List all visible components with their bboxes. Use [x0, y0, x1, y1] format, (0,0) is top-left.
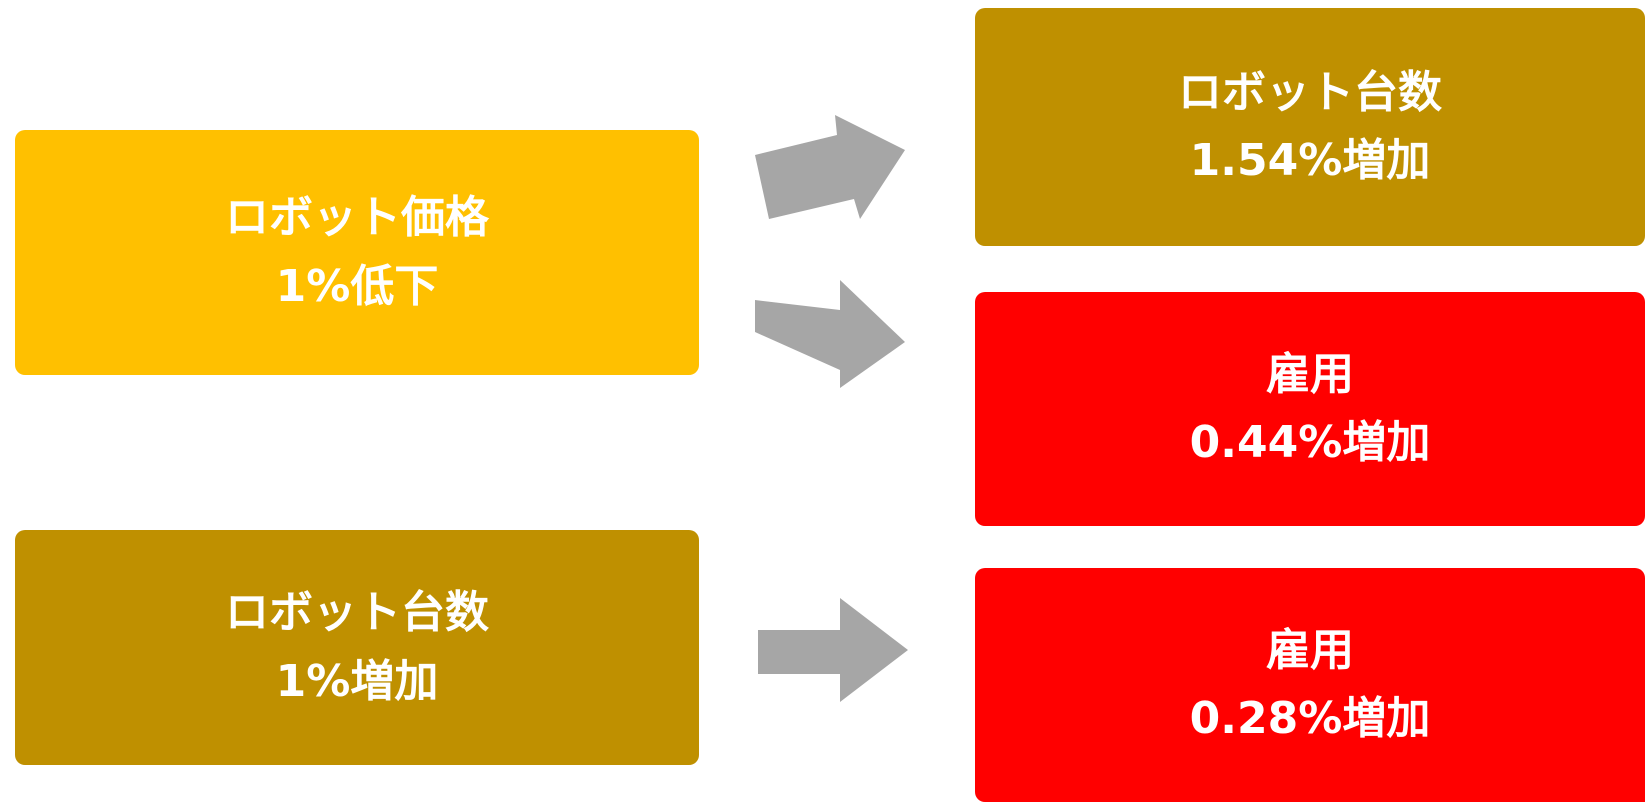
robot-count-change-left: 1%増加 [275, 655, 439, 707]
robot-price-label: ロボット価格 [225, 192, 489, 244]
arrow-right-icon [755, 280, 905, 388]
robot-count-label-left: ロボット台数 [225, 587, 489, 639]
robot-price-change: 1%低下 [275, 260, 439, 312]
employment-label-b: 雇用 [1266, 624, 1354, 676]
robot-price-box: ロボット価格 1%低下 [15, 130, 699, 375]
robot-count-change-right: 1.54%増加 [1189, 135, 1431, 186]
employment-box-a: 雇用 0.44%増加 [975, 292, 1645, 526]
employment-label-a: 雇用 [1266, 348, 1354, 400]
arrow-right-icon [755, 115, 905, 219]
robot-count-label-right: ロボット台数 [1178, 66, 1442, 118]
employment-change-b: 0.28%増加 [1189, 693, 1431, 744]
employment-change-a: 0.44%増加 [1189, 417, 1431, 468]
arrow-right-icon [758, 598, 908, 702]
employment-box-b: 雇用 0.28%増加 [975, 568, 1645, 802]
robot-count-box-left: ロボット台数 1%増加 [15, 530, 699, 765]
robot-count-box-right: ロボット台数 1.54%増加 [975, 8, 1645, 246]
